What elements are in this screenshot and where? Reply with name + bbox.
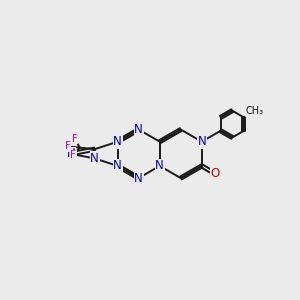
Text: N: N (67, 147, 75, 160)
Text: N: N (113, 135, 122, 148)
Text: F: F (72, 134, 78, 144)
Text: N: N (113, 159, 122, 172)
Text: N: N (90, 152, 99, 165)
Text: F: F (65, 141, 71, 152)
Text: N: N (155, 159, 164, 172)
Text: N: N (134, 123, 143, 136)
Text: F: F (70, 150, 76, 161)
Text: O: O (210, 167, 219, 180)
Text: N: N (197, 135, 206, 148)
Text: N: N (134, 172, 143, 184)
Text: CH₃: CH₃ (245, 106, 263, 116)
